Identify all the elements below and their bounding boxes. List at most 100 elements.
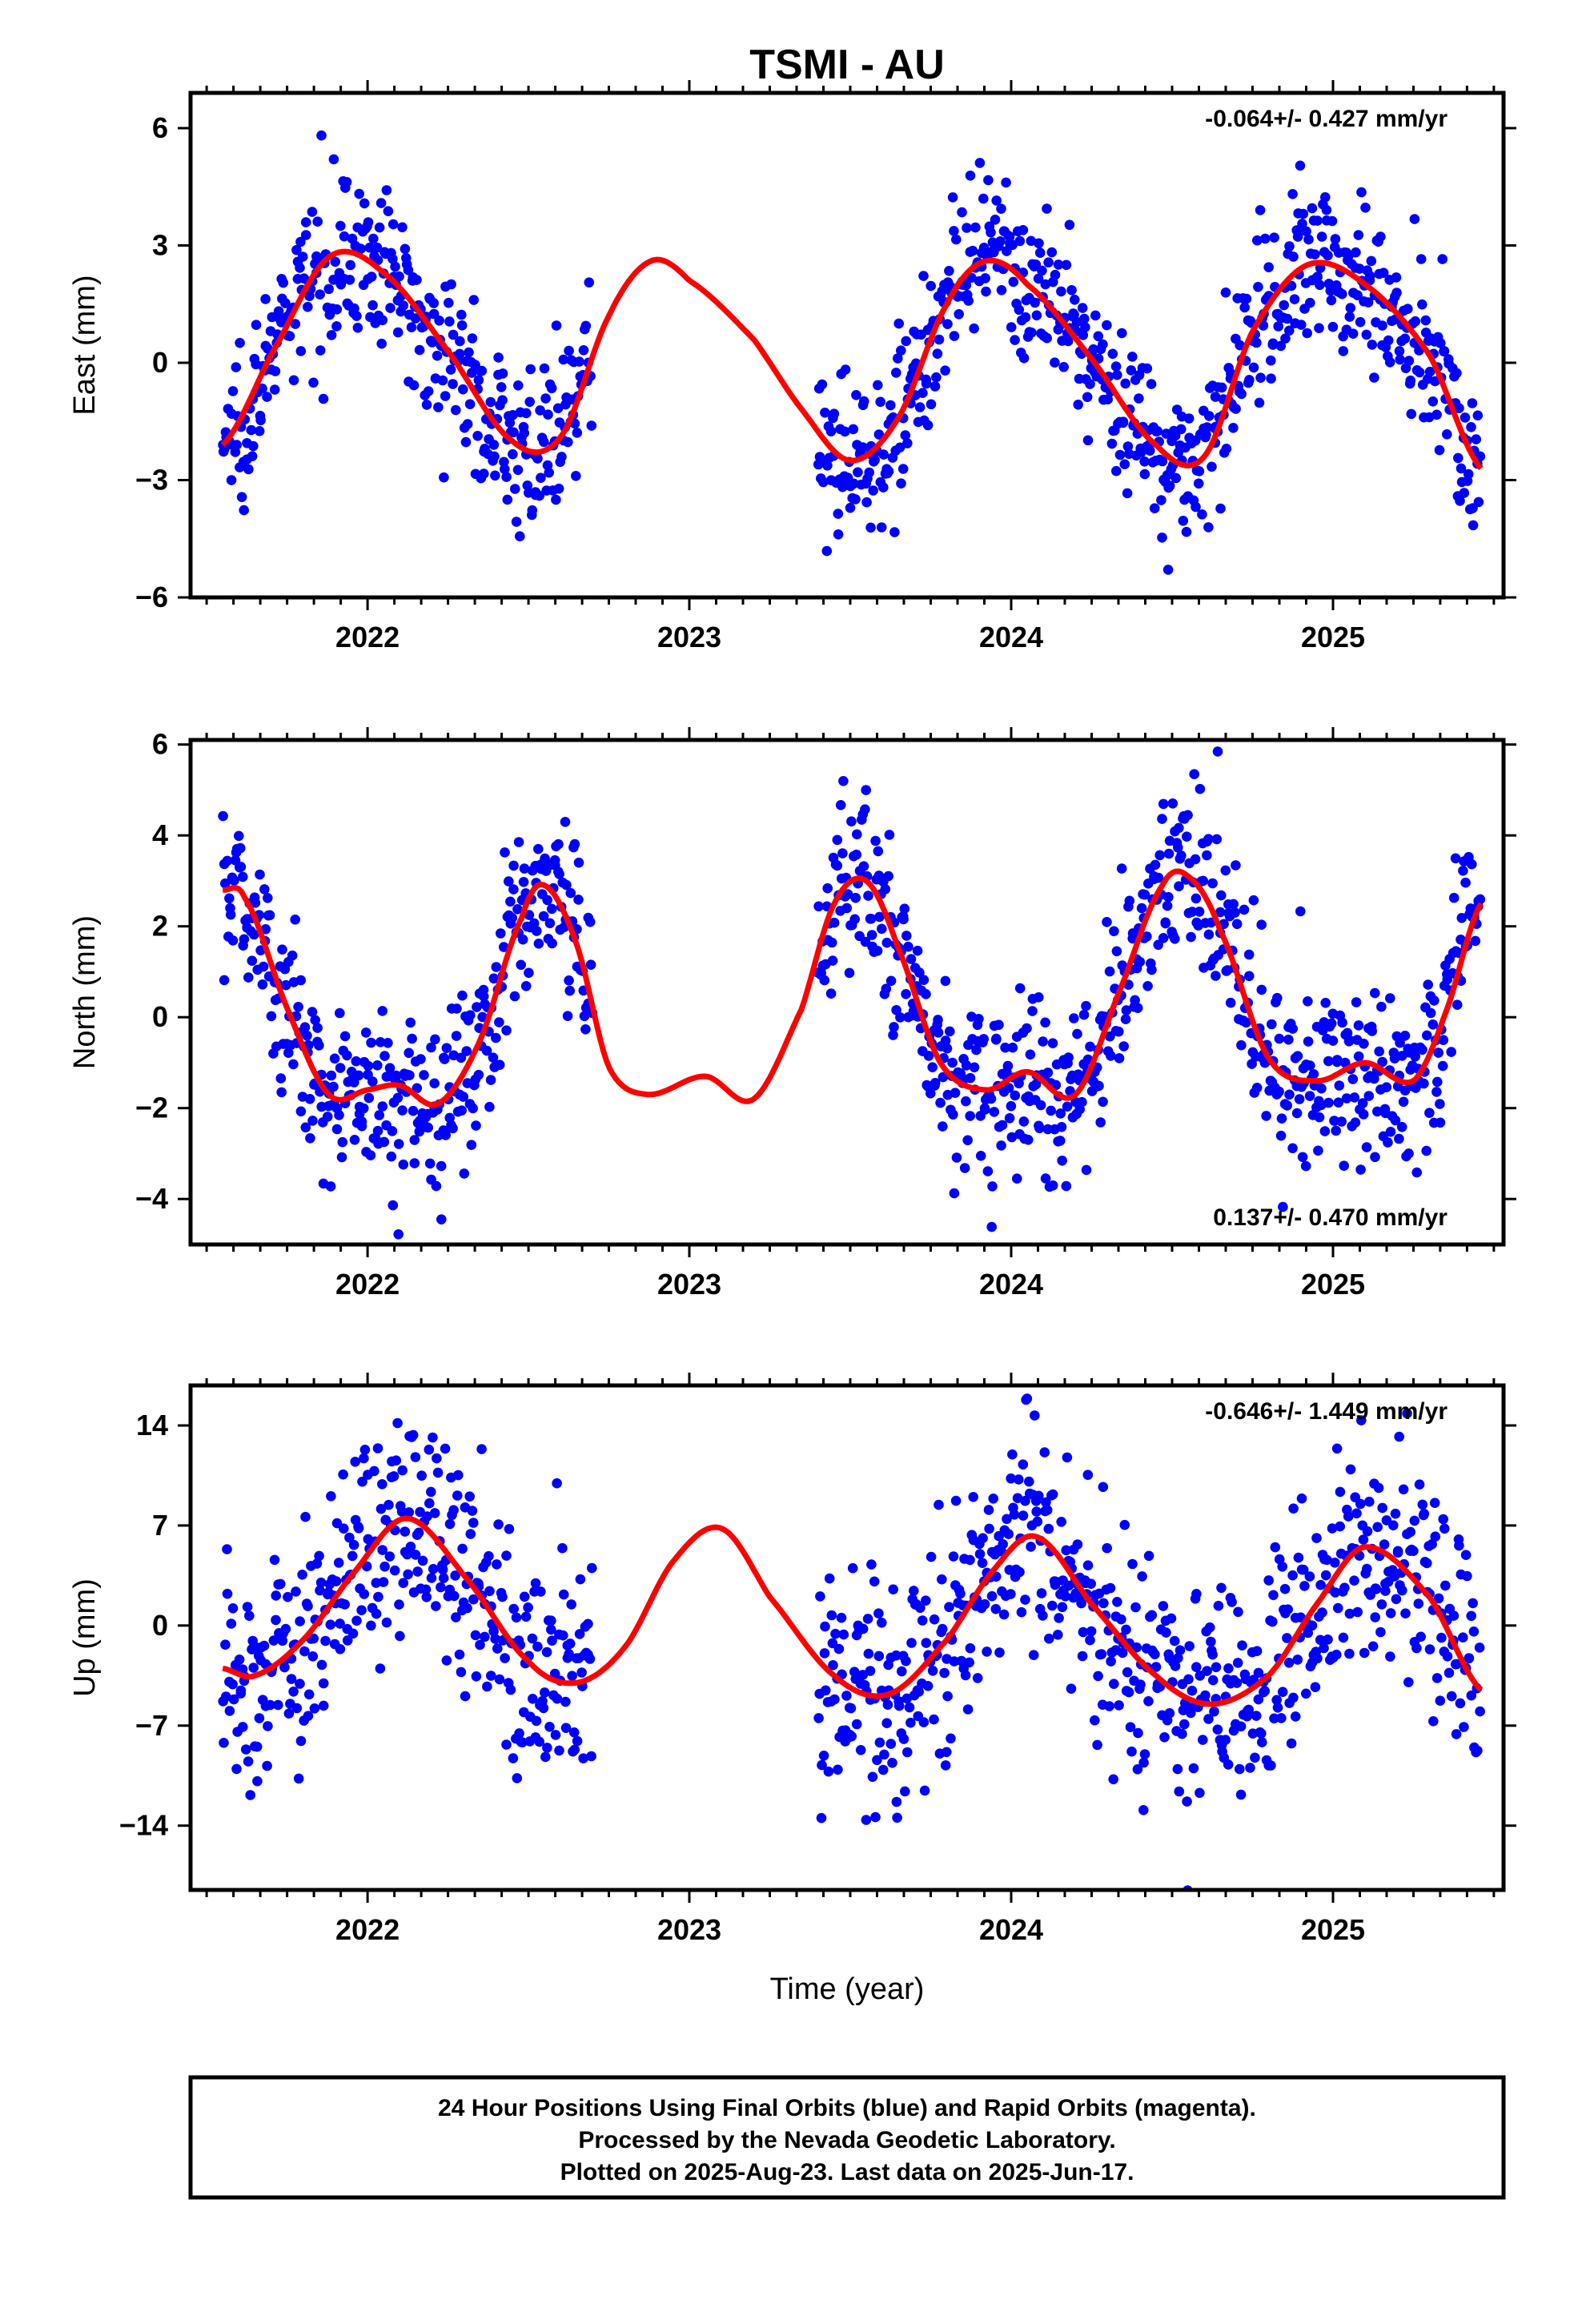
- data-point: [1077, 303, 1088, 313]
- data-point: [1073, 400, 1083, 410]
- data-point: [850, 494, 861, 505]
- data-point: [931, 372, 942, 383]
- data-point: [1436, 1632, 1447, 1643]
- data-point: [1351, 997, 1362, 1007]
- data-point: [1105, 1582, 1116, 1594]
- data-point: [515, 531, 525, 541]
- data-point: [444, 316, 455, 327]
- data-point: [291, 1586, 301, 1597]
- data-point: [1194, 466, 1205, 476]
- data-point: [1338, 346, 1349, 356]
- data-point: [1098, 1096, 1108, 1108]
- data-point: [1431, 409, 1442, 420]
- data-point: [520, 981, 532, 991]
- data-point: [1039, 1447, 1050, 1458]
- data-point: [1377, 320, 1387, 331]
- data-point: [410, 1550, 421, 1560]
- data-point: [449, 1590, 460, 1602]
- data-point: [1047, 1038, 1058, 1048]
- data-point: [1182, 831, 1192, 842]
- data-point: [359, 198, 370, 209]
- data-point: [857, 442, 868, 452]
- data-point: [440, 1443, 451, 1454]
- data-point: [922, 1681, 934, 1691]
- data-point: [500, 1653, 510, 1663]
- data-point: [445, 364, 456, 375]
- data-point: [1269, 1713, 1279, 1724]
- data-point: [1014, 1566, 1025, 1578]
- data-point: [473, 1069, 484, 1080]
- data-point: [254, 426, 265, 436]
- data-point: [968, 1492, 978, 1502]
- data-point: [540, 393, 551, 404]
- data-point: [822, 460, 833, 471]
- data-point: [1253, 1694, 1264, 1705]
- data-point: [547, 1635, 557, 1646]
- data-point: [491, 1032, 501, 1043]
- data-point: [1435, 338, 1446, 348]
- data-point: [967, 245, 978, 256]
- data-point: [1173, 1653, 1183, 1663]
- data-point: [1231, 404, 1241, 414]
- data-point: [1400, 1608, 1411, 1618]
- data-point: [288, 1059, 299, 1070]
- data-point: [450, 1570, 460, 1581]
- data-point: [1111, 946, 1122, 957]
- data-point: [1292, 231, 1303, 242]
- data-point: [492, 1559, 502, 1570]
- data-point: [325, 1619, 336, 1630]
- data-point: [491, 962, 502, 972]
- data-point: [1098, 1482, 1109, 1493]
- data-point: [567, 1671, 577, 1681]
- data-point: [335, 1644, 346, 1655]
- data-point: [1137, 1571, 1147, 1582]
- data-point: [949, 1188, 960, 1199]
- data-point: [486, 1671, 496, 1681]
- data-point: [978, 193, 989, 204]
- data-point: [1050, 269, 1061, 280]
- data-point: [493, 1519, 504, 1530]
- data-point: [1341, 1093, 1352, 1104]
- data-point: [986, 1590, 998, 1602]
- data-point: [1183, 413, 1195, 424]
- data-point: [1078, 1009, 1090, 1020]
- data-point: [1164, 1708, 1175, 1719]
- data-point: [293, 1002, 303, 1012]
- data-point: [861, 1815, 872, 1825]
- data-point: [372, 1125, 383, 1136]
- data-point: [1301, 226, 1311, 237]
- data-point: [1363, 297, 1374, 308]
- data-point: [335, 1063, 346, 1073]
- y-tick-label: −6: [135, 581, 168, 613]
- data-point: [1453, 452, 1464, 464]
- data-point: [982, 1166, 994, 1176]
- data-point: [1335, 1486, 1346, 1498]
- data-point: [1139, 468, 1150, 480]
- data-point: [982, 1647, 992, 1657]
- data-point: [1018, 352, 1030, 364]
- data-point: [1395, 354, 1405, 365]
- data-point: [1367, 1641, 1379, 1652]
- data-point: [363, 217, 374, 227]
- data-point: [1062, 1452, 1073, 1463]
- data-point: [1390, 1115, 1401, 1126]
- data-point: [1250, 1752, 1260, 1763]
- data-point: [371, 1608, 382, 1619]
- data-point: [451, 1612, 461, 1622]
- data-point: [1190, 854, 1201, 865]
- data-point: [271, 1590, 282, 1601]
- data-point: [372, 1443, 383, 1454]
- data-point: [1278, 1201, 1288, 1212]
- data-point: [364, 242, 375, 253]
- data-point: [533, 939, 544, 949]
- data-point: [374, 222, 385, 233]
- data-point: [1403, 356, 1415, 366]
- data-point: [1419, 1508, 1430, 1519]
- data-point: [1020, 1594, 1030, 1605]
- data-point: [387, 254, 398, 264]
- data-point: [519, 863, 530, 874]
- data-point: [441, 1043, 452, 1053]
- data-point: [521, 408, 532, 419]
- data-point: [837, 848, 848, 858]
- data-point: [377, 1101, 388, 1112]
